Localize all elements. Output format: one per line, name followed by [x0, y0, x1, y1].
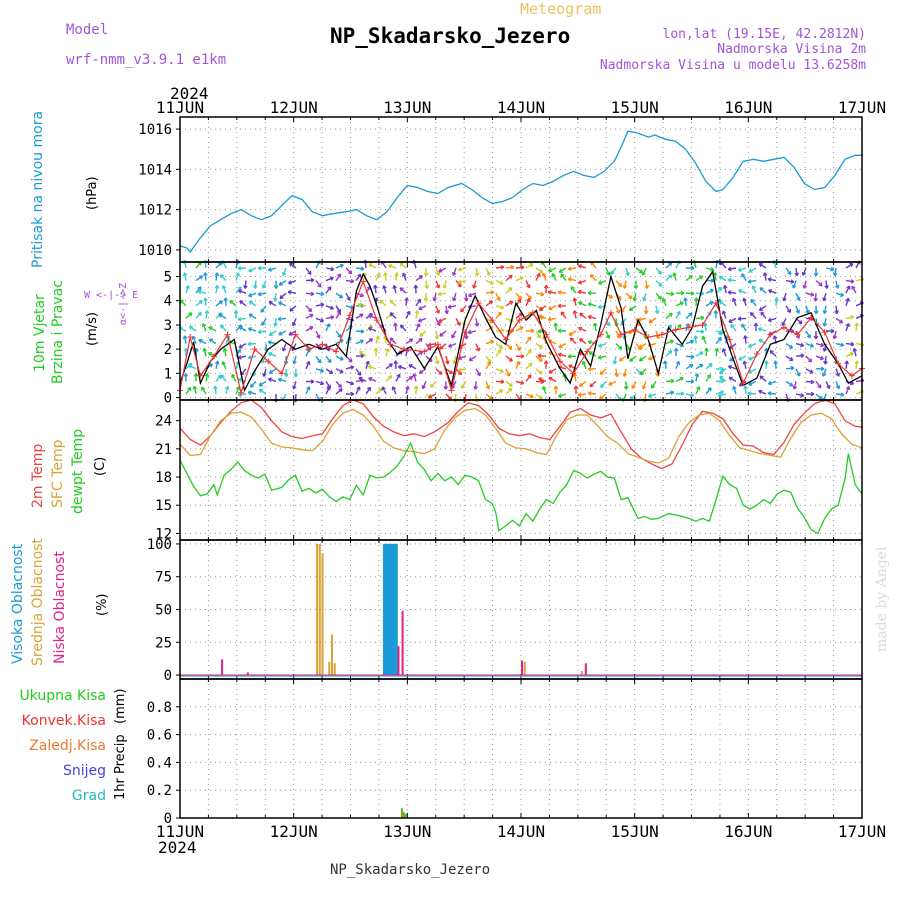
x-day-label-bottom: 14JUN — [497, 822, 545, 841]
y-tick-label: 0 — [164, 391, 172, 407]
x-day-label-top: 16JUN — [724, 98, 772, 117]
y-tick-label: 100 — [147, 537, 172, 553]
y-tick-label: 15 — [155, 498, 172, 514]
lonlat-label: lon,lat (19.15E, 42.2812N) — [663, 27, 867, 42]
wind-ylabel2: Brzina i Pravac — [50, 280, 66, 384]
x-day-label-top: 17JUN — [838, 98, 886, 117]
y-tick-label: 75 — [155, 570, 172, 586]
mid-bar — [322, 553, 324, 675]
legend-grad: Grad — [72, 788, 106, 804]
low-bar — [221, 659, 223, 675]
y-tick-label: 0 — [164, 668, 172, 684]
mid-bar — [524, 662, 526, 675]
y-tick-label: 0.6 — [147, 728, 172, 744]
y-tick-label: 1016 — [138, 122, 172, 138]
high-bar — [394, 544, 398, 675]
axes-layer: 1010101210141016012345121518212402550751… — [138, 98, 886, 841]
y-tick-label: 50 — [155, 603, 172, 619]
y-tick-label: 25 — [155, 635, 172, 651]
zaledj-bar — [402, 811, 404, 818]
cloud-ylabel-low: Niska Oblacnost — [52, 551, 68, 664]
y-tick-label: 0.4 — [147, 755, 172, 771]
x-day-label-top: 12JUN — [270, 98, 318, 117]
y-tick-label: 1012 — [138, 203, 172, 219]
temp-ylabel3: dewpt Temp — [70, 429, 86, 514]
x-day-label-bottom: 16JUN — [724, 822, 772, 841]
legend-snijeg: Snijeg — [63, 763, 106, 779]
pressure-unit: (hPa) — [85, 176, 100, 210]
gust-marker — [672, 327, 678, 333]
y-tick-label: 1014 — [138, 162, 172, 178]
legend-zaledj: Zaledj.Kisa — [29, 738, 106, 754]
x-day-label-bottom: 15JUN — [611, 822, 659, 841]
low-bar — [521, 661, 523, 675]
y-tick-label: 3 — [164, 318, 172, 334]
watermark: made by Angel — [874, 546, 890, 652]
mid-bar — [319, 544, 321, 675]
y-tick-label: 2 — [164, 342, 172, 358]
low-bar — [402, 611, 404, 675]
mid-bar — [328, 662, 330, 675]
wind-compass-vertical: α<-|->Z — [118, 283, 129, 325]
high-bar — [390, 544, 394, 675]
elevation-label: Nadmorska Visina 2m — [717, 42, 866, 57]
x-day-label-bottom: 12JUN — [270, 822, 318, 841]
precip-unit: (mm) — [113, 689, 128, 724]
panel-frame — [180, 117, 862, 262]
wind-arrows — [179, 260, 864, 402]
mid-bar — [316, 544, 318, 675]
low-bar — [585, 663, 587, 675]
pressure-ylabel: Pritisak na nivou mora — [30, 111, 46, 268]
y-tick-label: 4 — [164, 294, 172, 310]
wind-ylabel: 10m Vjetar — [32, 294, 48, 372]
mid-bar — [334, 663, 336, 675]
precip-ylabel: 1hr Precip — [113, 734, 128, 800]
mid-bar — [331, 634, 333, 675]
y-tick-label: 0.2 — [147, 783, 172, 799]
x-day-label-bottom: 13JUN — [383, 822, 431, 841]
gust-marker — [333, 349, 339, 355]
y-tick-label: 1010 — [138, 243, 172, 259]
y-tick-label: 1 — [164, 366, 172, 382]
footer-station: NP_Skadarsko_Jezero — [330, 862, 490, 878]
wind-compass: W <-|-> E — [84, 290, 138, 301]
wind-unit: (m/s) — [85, 312, 100, 346]
gust-marker — [608, 310, 614, 316]
cloud-ylabel-high: Visoka Oblacnost — [10, 543, 26, 664]
page-title: NP_Skadarsko_Jezero — [330, 24, 570, 48]
model-label: Model — [66, 22, 108, 38]
dew-line — [180, 443, 862, 533]
temp-ylabel: 2m Temp — [30, 444, 46, 508]
y-tick-label: 0.8 — [147, 700, 172, 716]
meteogram-label: Meteogram — [520, 0, 601, 18]
x-day-label-top: 15JUN — [611, 98, 659, 117]
pressure-line — [180, 131, 862, 252]
model-name: wrf-nmm_v3.9.1 e1km — [66, 52, 226, 68]
legend-konvek: Konvek.Kisa — [22, 713, 106, 729]
x-day-label-top: 14JUN — [497, 98, 545, 117]
gust-marker — [448, 387, 454, 393]
x-day-label-top: 13JUN — [383, 98, 431, 117]
y-tick-label: 21 — [155, 442, 172, 458]
temp-ylabel2: SFC Temp — [50, 439, 66, 508]
cloud-ylabel-mid: Srednja Oblacnost — [30, 538, 46, 666]
low-bar — [398, 646, 400, 675]
x-day-label-bottom: 11JUN — [156, 822, 204, 841]
cloud-unit: (%) — [95, 594, 110, 617]
y-tick-label: 5 — [164, 270, 172, 286]
x-day-label-top: 11JUN — [156, 98, 204, 117]
y-tick-label: 24 — [155, 414, 172, 430]
legend-ukupna: Ukupna Kisa — [19, 688, 106, 704]
temp-unit: (C) — [93, 457, 108, 476]
x-day-label-bottom: 17JUN — [838, 822, 886, 841]
y-tick-label: 18 — [155, 470, 172, 486]
model-elevation-label: Nadmorska Visina u modelu 13.6258m — [600, 58, 866, 73]
